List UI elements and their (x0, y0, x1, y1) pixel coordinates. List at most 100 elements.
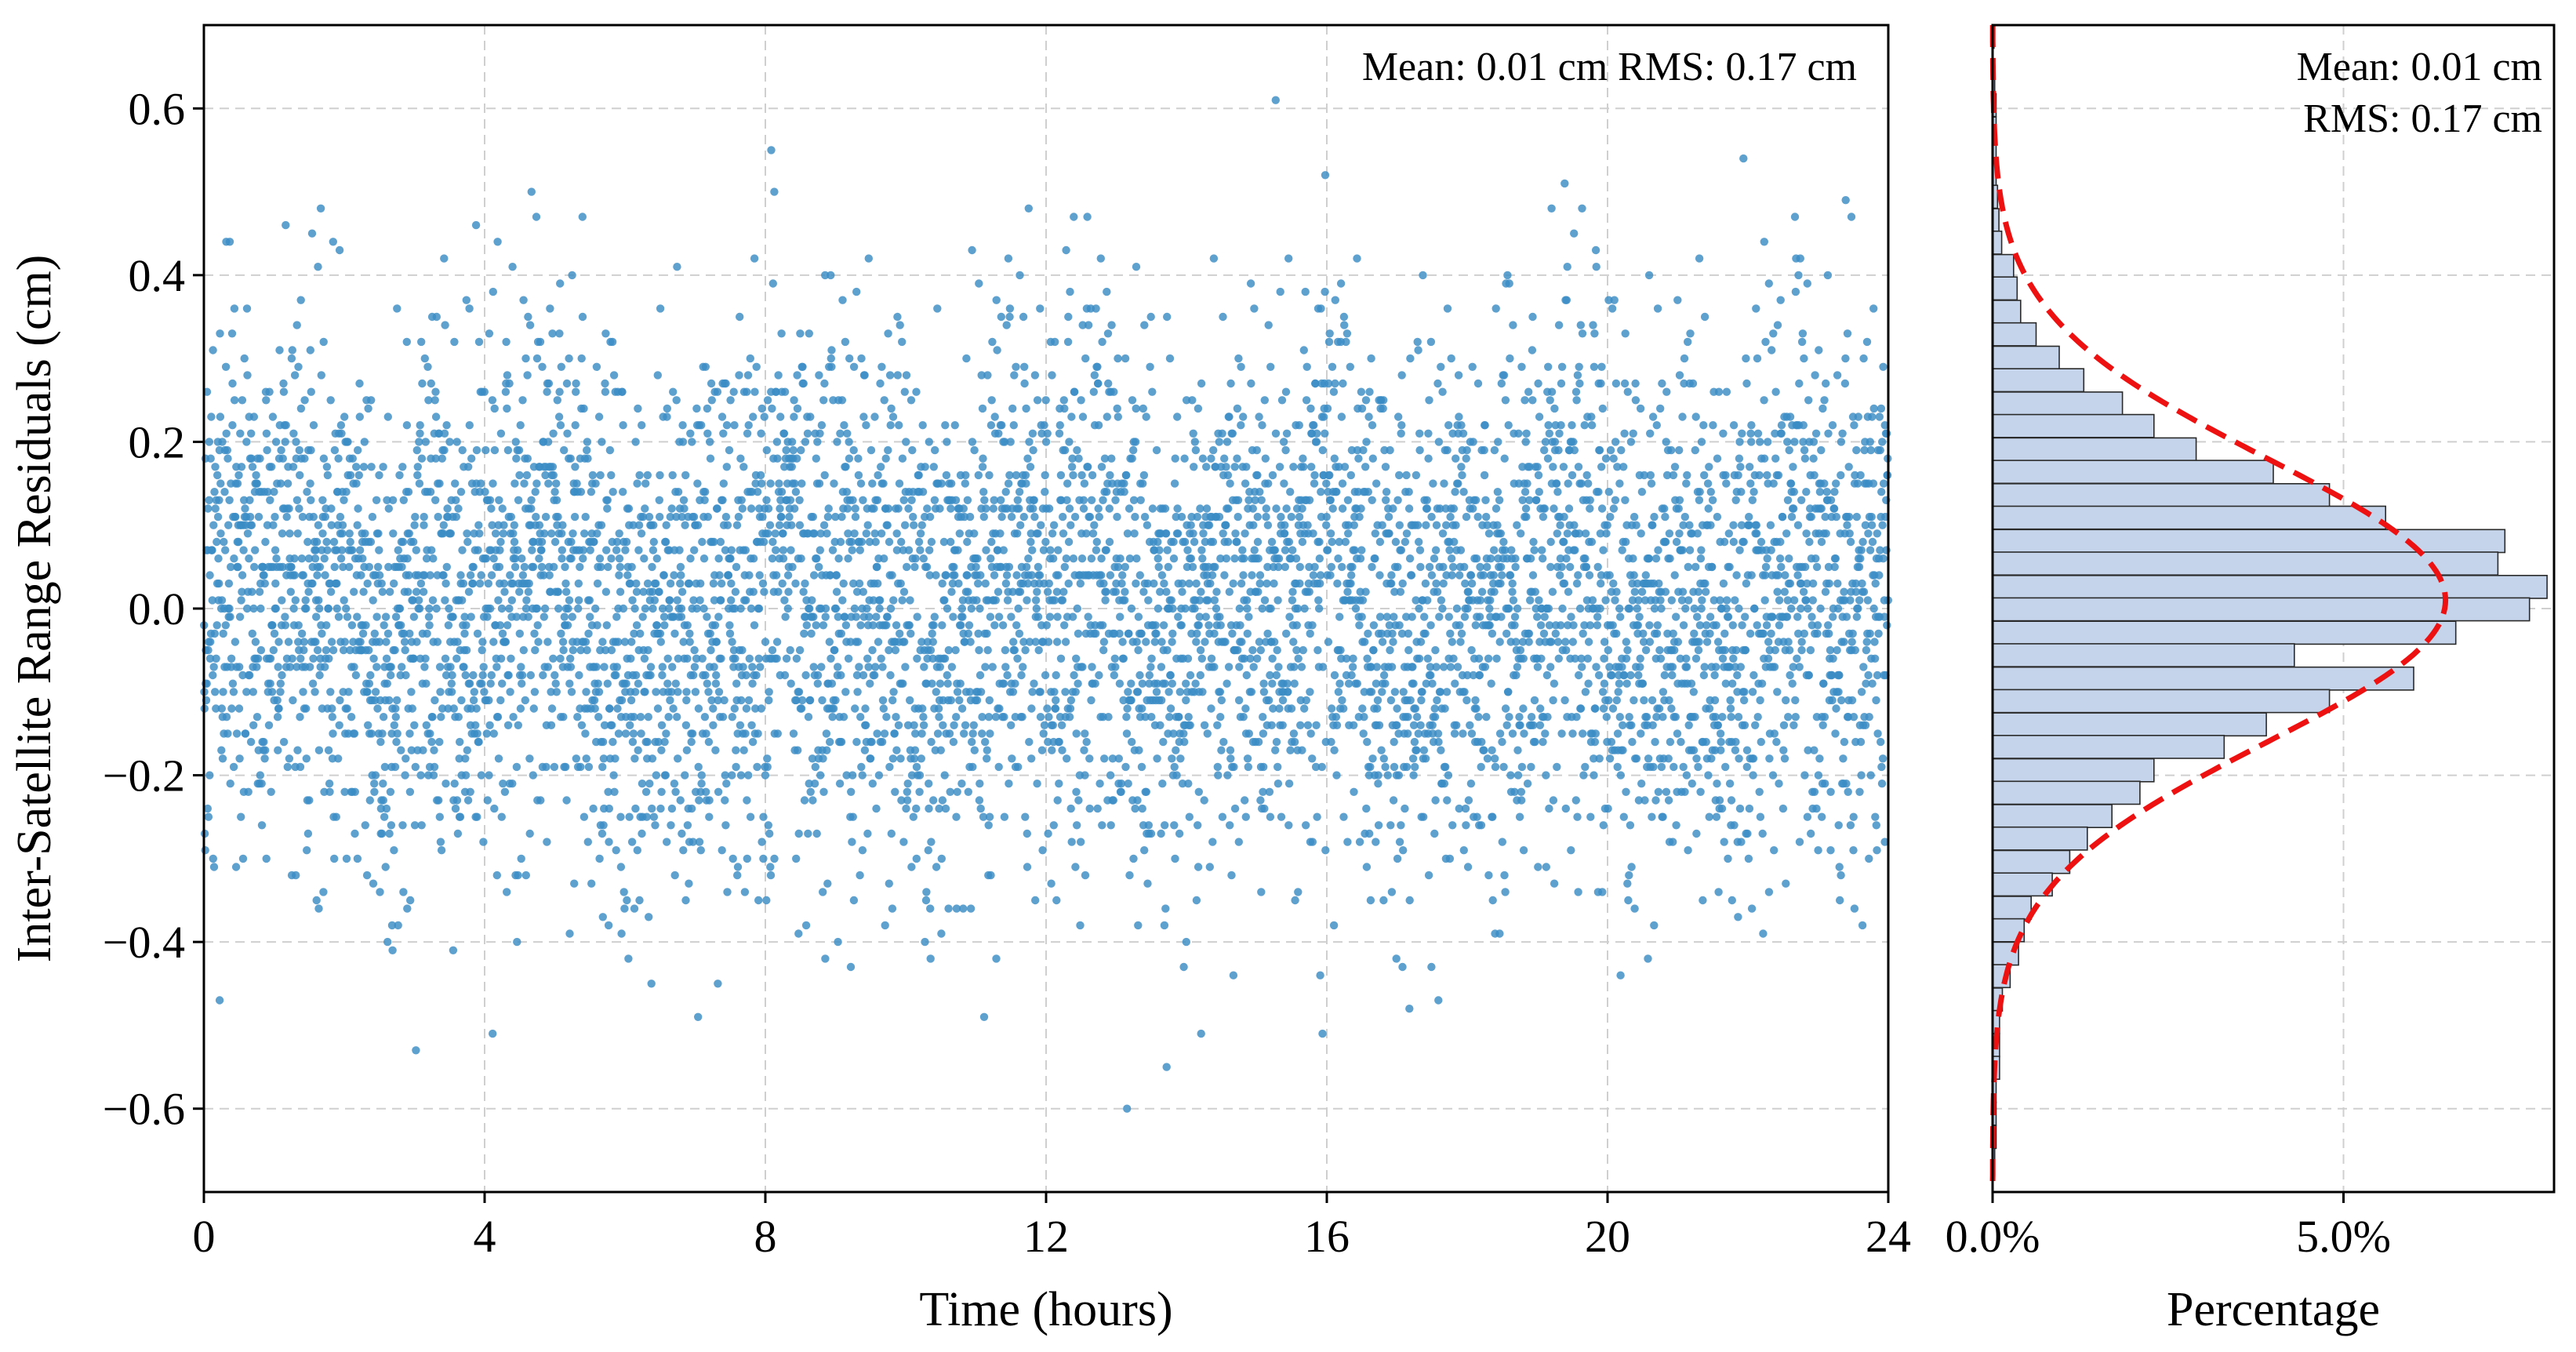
scatter-point (1386, 445, 1394, 455)
scatter-point (1564, 587, 1573, 596)
scatter-point (1415, 654, 1424, 663)
scatter-point (382, 804, 391, 813)
scatter-point (1017, 671, 1026, 680)
scatter-point (1142, 638, 1150, 646)
scatter-point (1368, 454, 1378, 463)
scatter-point (1212, 587, 1221, 596)
scatter-point (347, 546, 357, 554)
scatter-point (839, 579, 848, 588)
scatter-point (1131, 512, 1139, 522)
scatter-point (1377, 746, 1386, 754)
scatter-point (387, 671, 395, 680)
scatter-point (1477, 587, 1487, 596)
scatter-point (334, 454, 343, 463)
scatter-point (649, 537, 658, 547)
scatter-point (719, 479, 728, 488)
scatter-point (919, 721, 928, 729)
scatter-point (243, 371, 252, 380)
scatter-point (985, 696, 994, 705)
scatter-point (343, 704, 351, 713)
scatter-point (1052, 896, 1061, 905)
scatter-point (1263, 579, 1271, 588)
scatter-point (1328, 537, 1336, 547)
scatter-point (1194, 863, 1203, 871)
scatter-point (1542, 863, 1551, 871)
scatter-point (1054, 571, 1063, 580)
scatter-point (1528, 312, 1537, 322)
scatter-point (532, 604, 541, 613)
scatter-point (947, 663, 957, 671)
scatter-point (574, 596, 583, 605)
scatter-point (622, 537, 631, 547)
scatter-point (679, 496, 689, 504)
scatter-point (365, 562, 373, 572)
scatter-point (594, 413, 604, 421)
scatter-point (896, 579, 905, 588)
scatter-point (961, 721, 970, 729)
scatter-point (488, 396, 497, 405)
scatter-point (1381, 463, 1390, 471)
scatter-point (1010, 645, 1019, 655)
scatter-point (1592, 263, 1600, 271)
scatter-point (857, 537, 867, 547)
scatter-point (1295, 512, 1304, 522)
scatter-point (630, 604, 639, 613)
scatter-point (561, 762, 570, 772)
scatter-point (1066, 521, 1075, 529)
scatter-point (1368, 421, 1377, 430)
scatter-point (772, 638, 782, 646)
scatter-point (461, 771, 471, 780)
scatter-point (527, 496, 536, 504)
scatter-point (1412, 471, 1421, 480)
scatter-point (550, 562, 558, 572)
scatter-point (966, 904, 976, 913)
scatter-point (376, 737, 385, 747)
scatter-point (955, 696, 964, 705)
scatter-point (433, 638, 442, 646)
scatter-point (1358, 704, 1367, 713)
scatter-point (1595, 445, 1604, 455)
scatter-point (1595, 754, 1604, 763)
scatter-point (471, 220, 481, 230)
scatter-point (836, 429, 845, 438)
scatter-point (989, 504, 998, 513)
scatter-point (436, 688, 445, 696)
scatter-point (638, 780, 647, 788)
scatter-point (1070, 213, 1078, 221)
scatter-point (1182, 696, 1190, 705)
scatter-point (1572, 579, 1582, 588)
scatter-point (978, 404, 987, 413)
scatter-point (1439, 562, 1448, 572)
scatter-point (558, 638, 568, 646)
scatter-point (524, 312, 532, 322)
scatter-point (372, 663, 381, 671)
scatter-point (1084, 612, 1092, 621)
scatter-point (1318, 663, 1328, 671)
scatter-point (1544, 362, 1553, 371)
scatter-point (260, 571, 268, 580)
scatter-point (949, 612, 957, 621)
scatter-point (249, 413, 259, 421)
scatter-point (416, 579, 426, 588)
scatter-point (518, 554, 526, 563)
scatter-point (407, 746, 416, 754)
scatter-point (1271, 96, 1281, 104)
scatter-point (510, 554, 520, 563)
scatter-point (951, 496, 961, 504)
scatter-point (757, 429, 765, 438)
scatter-point (976, 780, 984, 788)
scatter-point (271, 604, 280, 613)
scatter-point (1534, 379, 1542, 388)
scatter-point (265, 387, 274, 396)
scatter-point (1155, 546, 1164, 554)
scatter-point (1387, 571, 1396, 580)
scatter-point (991, 596, 1001, 605)
scatter-point (325, 787, 334, 796)
scatter-point (903, 780, 912, 788)
scatter-point (328, 713, 336, 721)
scatter-point (674, 488, 683, 496)
scatter-point (1064, 312, 1073, 322)
scatter-point (514, 496, 523, 504)
scatter-point (219, 688, 227, 696)
scatter-point (520, 562, 529, 572)
